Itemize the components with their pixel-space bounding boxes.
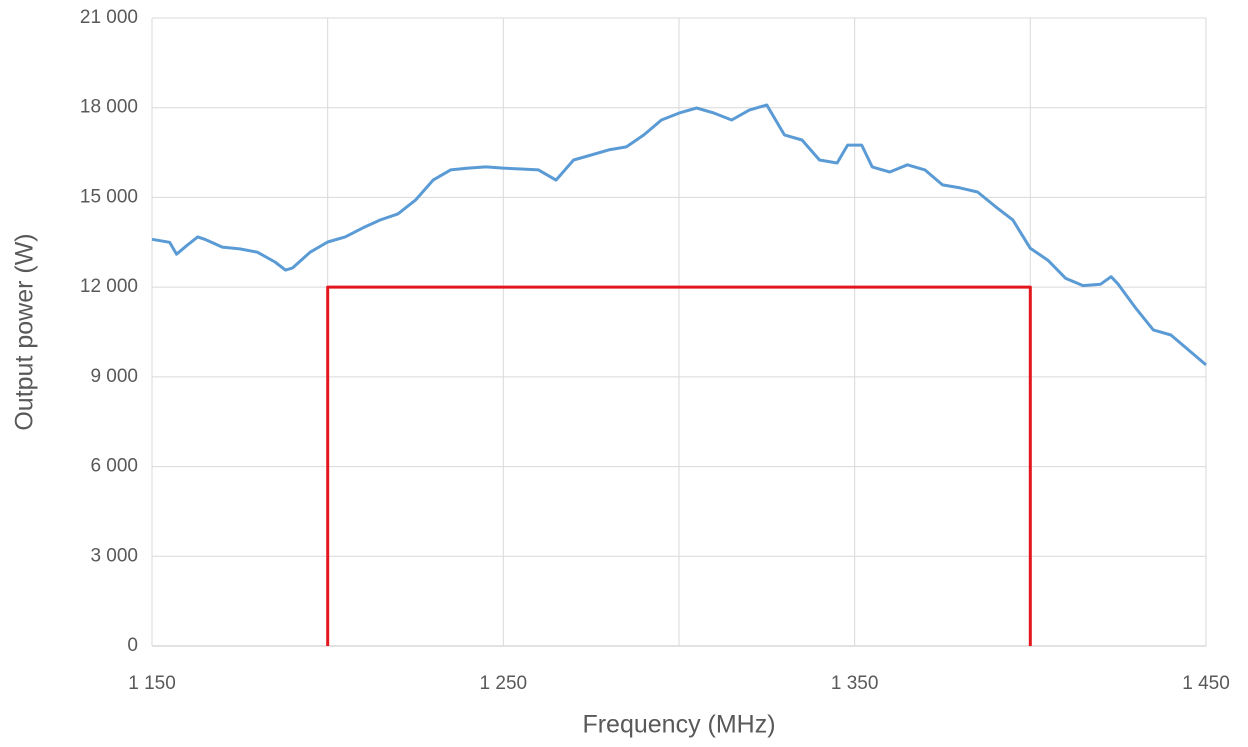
y-tick-label: 18 000 [80,97,138,118]
y-tick-label: 9 000 [90,366,138,387]
y-tick-label: 0 [127,635,138,656]
x-axis-title: Frequency (MHz) [582,711,775,739]
x-tick-label: 1 250 [480,673,528,694]
y-axis-title: Output power (W) [11,233,39,430]
data-line [151,103,1207,367]
x-tick-label: 1 450 [1182,673,1230,694]
y-tick-label: 21 000 [80,7,138,28]
x-tick-label: 1 350 [831,673,879,694]
y-tick-label: 6 000 [90,456,138,477]
data-line [326,285,1032,646]
y-tick-label: 15 000 [80,186,138,207]
y-tick-label: 12 000 [80,276,138,297]
x-tick-label: 1 150 [128,673,176,694]
y-tick-label: 3 000 [90,545,138,566]
